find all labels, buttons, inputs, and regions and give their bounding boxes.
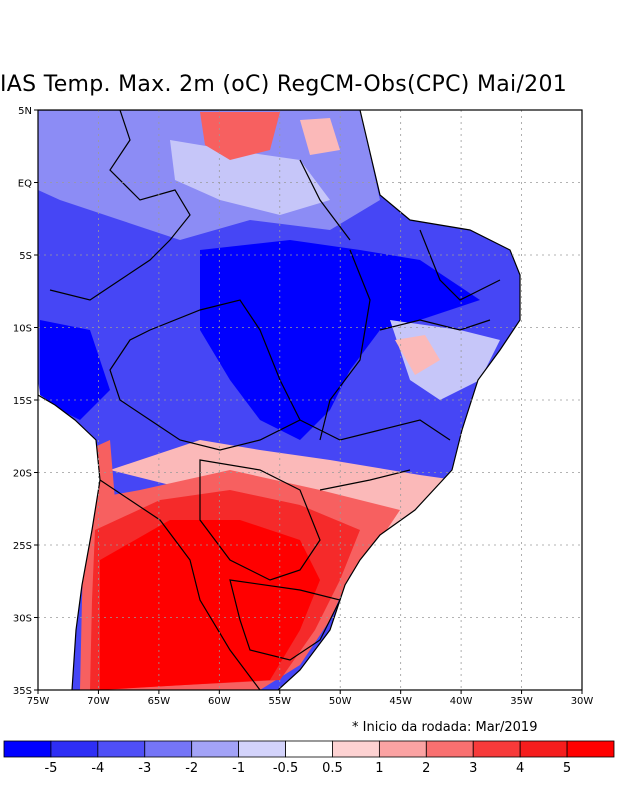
y-tick-label: 20S [13, 469, 32, 480]
colorbar-swatch [425, 740, 474, 758]
x-tick-label: 60W [208, 696, 231, 707]
grid-lines [38, 110, 582, 690]
colorbar-label: -0.5 [273, 761, 298, 776]
colorbar-label: 1 [375, 761, 383, 776]
y-tick-label: 30S [13, 614, 32, 625]
colorbar-label: 5 [563, 761, 571, 776]
colorbar-label: -4 [91, 761, 104, 776]
colorbar-label: -1 [232, 761, 245, 776]
anomaly-field [38, 110, 520, 690]
colorbar-label: -3 [138, 761, 151, 776]
colorbar-swatch [332, 740, 380, 758]
x-tick-label: 45W [389, 696, 412, 707]
colorbar-swatch [97, 740, 146, 758]
colorbar-swatch [3, 740, 52, 758]
x-tick-label: 55W [268, 696, 291, 707]
x-axis: 75W 70W 65W 60W 55W 50W 45W 40W 35W 30W [27, 690, 594, 707]
y-tick-label: 10S [13, 324, 32, 335]
colorbar-swatch [519, 740, 568, 758]
colorbar-label: -2 [185, 761, 198, 776]
y-tick-label: 25S [13, 541, 32, 552]
y-tick-label: EQ [18, 179, 32, 190]
x-tick-label: 30W [571, 696, 594, 707]
colorbar-swatch [472, 740, 521, 758]
y-tick-label: 15S [13, 396, 32, 407]
x-tick-label: 35W [510, 696, 533, 707]
y-tick-label: 35S [13, 686, 32, 697]
colorbar-swatch [191, 740, 240, 758]
y-tick-label: 5N [18, 106, 32, 117]
colorbar-swatch [285, 740, 333, 758]
x-tick-label: 50W [329, 696, 352, 707]
y-axis: 5N EQ 5S 10S 15S 20S 25S 30S 35S [13, 106, 38, 697]
colorbar-swatch [50, 740, 99, 758]
x-tick-label: 75W [27, 696, 50, 707]
y-tick-label: 5S [19, 251, 32, 262]
colorbar-swatch [378, 740, 427, 758]
colorbar-label: 2 [422, 761, 430, 776]
country-borders [38, 110, 521, 690]
colorbar-label: 0.5 [322, 761, 343, 776]
colorbar-label: 3 [469, 761, 477, 776]
colorbar-label: -5 [44, 761, 57, 776]
colorbar-swatch [144, 740, 193, 758]
x-tick-label: 40W [450, 696, 473, 707]
colorbar-swatch [238, 740, 286, 758]
x-tick-label: 70W [87, 696, 110, 707]
run-start-note: * Inicio da rodada: Mar/2019 [352, 720, 538, 735]
colorbar: -5 -4 -3 -2 -1 -0.5 0.5 1 2 3 4 5 [3, 740, 615, 776]
map-title: IAS Temp. Max. 2m (oC) RegCM-Obs(CPC) Ma… [0, 72, 568, 97]
colorbar-label: 4 [516, 761, 524, 776]
colorbar-swatch [566, 740, 615, 758]
x-tick-label: 65W [148, 696, 171, 707]
